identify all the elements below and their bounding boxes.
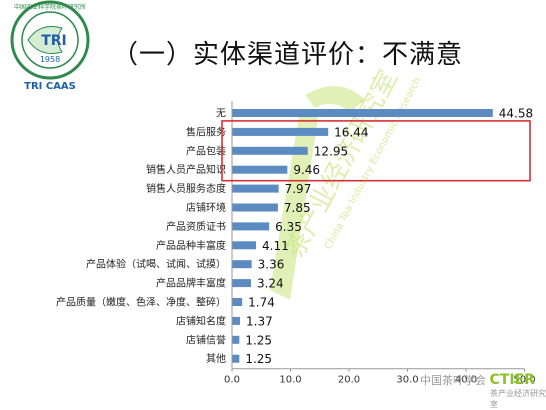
category-label-6: 产品资质证书 [166, 220, 226, 233]
category-label-11: 店铺知名度 [176, 314, 226, 327]
slide-title: （一）实体渠道评价：不满意 [112, 40, 464, 70]
value-label-3: 9.46 [293, 163, 320, 177]
value-label-8: 3.36 [258, 258, 285, 272]
category-label-8: 产品体验（试喝、试闻、试摸） [86, 258, 226, 271]
category-label-3: 销售人员产品知识 [146, 163, 226, 176]
category-label-7: 产品品种丰富度 [156, 239, 226, 252]
x-tick-label-0: 0.0 [224, 375, 240, 386]
footer-brand: CTIER [489, 372, 535, 388]
bar-3 [232, 165, 288, 174]
value-label-6: 6.35 [275, 220, 302, 234]
category-label-5: 店铺环境 [186, 201, 226, 214]
value-label-13: 1.25 [245, 352, 272, 366]
x-tick-label-5: 50.0 [513, 375, 535, 386]
bar-1 [232, 127, 329, 136]
logo-center-text: TRI [41, 33, 67, 49]
value-label-7: 4.11 [262, 239, 289, 253]
footer-sub-text: 茶产业经济研究室 [490, 389, 546, 409]
watermark-stroke-1 [270, 110, 318, 300]
x-tick-label-2: 20.0 [338, 375, 360, 386]
watermark-stroke-2 [305, 86, 365, 112]
bar-4 [232, 184, 279, 193]
category-label-9: 产品品牌丰富度 [156, 277, 226, 290]
logo-year: 1958 [40, 55, 60, 64]
bar-9 [232, 279, 251, 288]
bar-6 [232, 222, 270, 231]
value-label-12: 1.25 [245, 333, 272, 347]
value-label-4: 7.97 [285, 182, 312, 196]
category-label-2: 产品包装 [186, 144, 226, 157]
x-tick-label-1: 10.0 [279, 375, 301, 386]
bar-12 [232, 335, 240, 344]
value-label-10: 1.74 [248, 296, 275, 310]
bar-2 [232, 146, 308, 155]
value-label-9: 3.24 [257, 277, 284, 291]
footer-text: 中国茶叶学会 [420, 374, 486, 387]
value-label-2: 12.95 [314, 144, 348, 158]
value-label-1: 16.44 [334, 125, 368, 139]
logo-ring-text: 中国农业科学院茶叶研究所 [14, 3, 86, 11]
bar-5 [232, 203, 278, 212]
x-tick-label-4: 40.0 [455, 375, 477, 386]
bar-0 [232, 109, 493, 117]
category-label-10: 产品质量（嫩度、色泽、净度、整碎） [56, 296, 226, 309]
value-label-0: 44.58 [499, 107, 533, 121]
bar-10 [232, 298, 243, 306]
footer: 中国茶叶学会 CTIER 茶产业经济研究室 [420, 372, 546, 410]
bar-8 [232, 260, 252, 269]
bar-7 [232, 241, 257, 250]
highlight-box [221, 120, 531, 182]
category-label-0: 无 [216, 109, 226, 120]
bar-13 [232, 354, 240, 363]
x-tick-label-3: 30.0 [396, 375, 418, 386]
logo-bottom-text: TRI CAAS [24, 81, 76, 92]
bar-11 [232, 316, 241, 325]
category-label-4: 销售人员服务态度 [146, 182, 226, 195]
value-label-11: 1.37 [246, 314, 273, 328]
value-label-5: 7.85 [284, 201, 311, 215]
category-label-12: 店铺信誉 [186, 333, 226, 346]
category-label-1: 售后服务 [186, 125, 226, 138]
category-label-13: 其他 [206, 352, 226, 365]
institute-logo: TRI 1958 中国农业科学院茶叶研究所 TRI CAAS [10, 0, 90, 92]
